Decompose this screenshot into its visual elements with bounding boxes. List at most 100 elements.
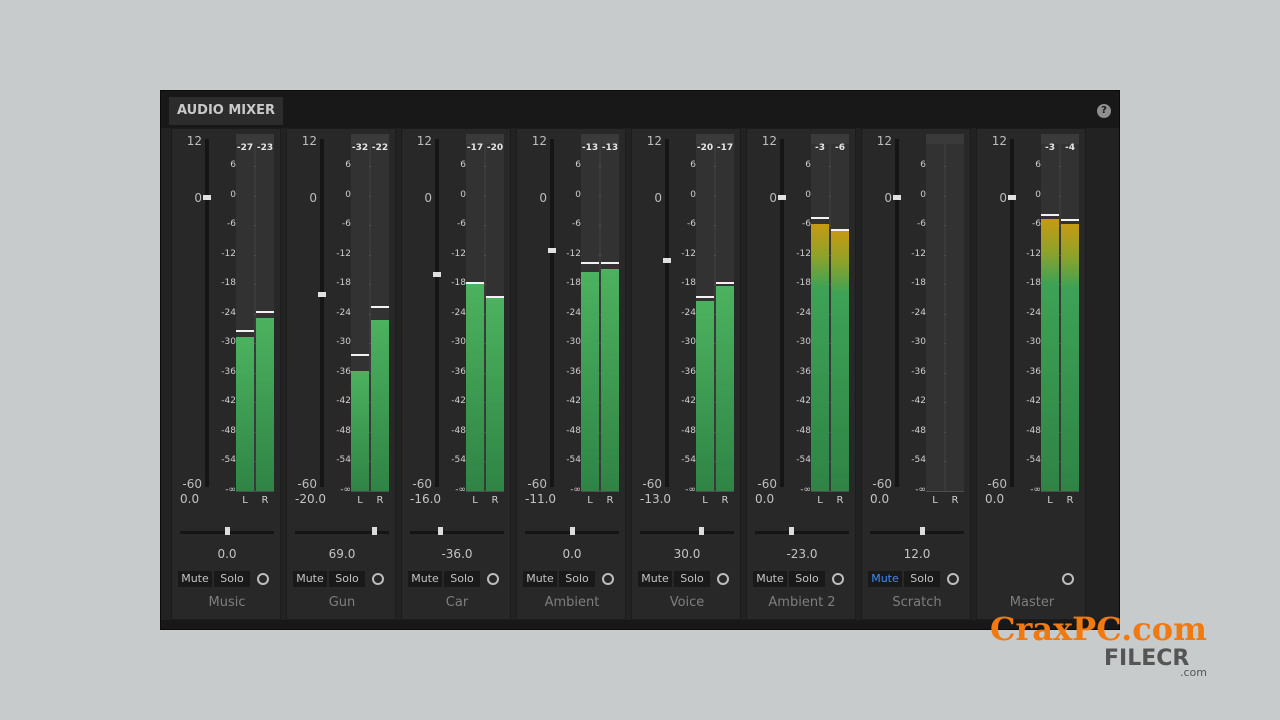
pan-slider-track[interactable] bbox=[410, 531, 504, 534]
pan-slider-handle[interactable] bbox=[371, 527, 377, 535]
volume-fader-handle[interactable] bbox=[318, 291, 326, 297]
pan-value[interactable]: 0.0 bbox=[562, 547, 582, 561]
meter-gridline bbox=[1041, 284, 1079, 285]
peak-readout-l[interactable]: -20 bbox=[696, 143, 714, 153]
channel-label-r: R bbox=[491, 495, 499, 506]
peak-readout-r[interactable]: -22 bbox=[371, 143, 389, 153]
record-arm-icon[interactable] bbox=[602, 573, 614, 585]
volume-fader-track[interactable] bbox=[665, 139, 669, 487]
meter-peak-marker bbox=[256, 310, 274, 313]
meter-tick-label: -30 bbox=[221, 337, 236, 347]
watermark-text: CraxPC.com bbox=[990, 610, 1207, 648]
peak-readout-r[interactable]: -23 bbox=[256, 143, 274, 153]
solo-button[interactable]: Solo bbox=[674, 571, 710, 587]
peak-readout-r[interactable]: -17 bbox=[716, 143, 734, 153]
mute-button[interactable]: Mute bbox=[408, 571, 442, 587]
volume-fader-handle[interactable] bbox=[548, 248, 556, 254]
pan-slider-handle[interactable] bbox=[920, 527, 926, 535]
meter-tick-label: -6 bbox=[687, 219, 696, 229]
pan-value[interactable]: 30.0 bbox=[673, 547, 701, 561]
volume-value[interactable]: 0.0 bbox=[755, 492, 775, 506]
record-arm-icon[interactable] bbox=[487, 573, 499, 585]
mute-button[interactable]: Mute bbox=[753, 571, 787, 587]
volume-fader-handle[interactable] bbox=[778, 195, 786, 200]
pan-slider-handle[interactable] bbox=[224, 527, 230, 535]
meter-level-fill bbox=[256, 317, 274, 491]
record-arm-icon[interactable] bbox=[372, 573, 384, 585]
volume-fader-handle[interactable] bbox=[1008, 195, 1016, 200]
help-icon[interactable]: ? bbox=[1097, 104, 1111, 118]
pan-slider-handle[interactable] bbox=[698, 527, 704, 535]
volume-fader-handle[interactable] bbox=[203, 195, 211, 200]
peak-readout-l[interactable]: -3 bbox=[1045, 143, 1055, 153]
pan-value[interactable]: -23.0 bbox=[786, 547, 818, 561]
solo-button[interactable]: Solo bbox=[329, 571, 365, 587]
volume-fader-track[interactable] bbox=[320, 139, 324, 487]
peak-readout-r[interactable]: -6 bbox=[835, 143, 845, 153]
volume-fader-track[interactable] bbox=[435, 139, 439, 487]
watermark-text: FILECR bbox=[1104, 646, 1190, 671]
solo-button[interactable]: Solo bbox=[444, 571, 480, 587]
volume-scale-label: 12 bbox=[301, 134, 317, 148]
peak-readout-r[interactable]: -13 bbox=[601, 143, 619, 153]
record-arm-icon[interactable] bbox=[832, 573, 844, 585]
mute-button[interactable]: Mute bbox=[178, 571, 212, 587]
volume-value[interactable]: 0.0 bbox=[870, 492, 890, 506]
solo-button[interactable]: Solo bbox=[559, 571, 595, 587]
peak-readout-l[interactable]: -17 bbox=[466, 143, 484, 153]
meter-tick-label: -54 bbox=[566, 455, 581, 465]
peak-readout-r[interactable]: -20 bbox=[486, 143, 504, 153]
peak-readout-l[interactable]: -3 bbox=[815, 143, 825, 153]
meter-tick-label: -24 bbox=[566, 307, 581, 318]
peak-readout-l[interactable]: -32 bbox=[351, 143, 369, 153]
volume-fader-track[interactable] bbox=[205, 139, 209, 487]
solo-button[interactable]: Solo bbox=[904, 571, 940, 587]
volume-value[interactable]: 0.0 bbox=[985, 492, 1005, 506]
peak-readout-l[interactable]: -27 bbox=[236, 143, 254, 153]
volume-value[interactable]: -13.0 bbox=[640, 492, 672, 506]
pan-value[interactable]: -36.0 bbox=[441, 547, 473, 561]
record-arm-icon[interactable] bbox=[947, 573, 959, 585]
pan-slider-track[interactable] bbox=[295, 531, 389, 534]
volume-fader-handle[interactable] bbox=[663, 257, 671, 263]
meter-gridline bbox=[351, 166, 389, 167]
record-arm-icon[interactable] bbox=[1062, 573, 1074, 585]
solo-button[interactable]: Solo bbox=[214, 571, 250, 587]
volume-fader-handle[interactable] bbox=[433, 272, 441, 278]
pan-slider-handle[interactable] bbox=[569, 527, 575, 535]
mute-button[interactable]: Mute bbox=[523, 571, 557, 587]
volume-value[interactable]: -16.0 bbox=[410, 492, 442, 506]
pan-slider-track[interactable] bbox=[755, 531, 849, 534]
volume-value[interactable]: -11.0 bbox=[525, 492, 557, 506]
meter-gridline bbox=[581, 313, 619, 315]
meter-tick-label: -∞ bbox=[340, 484, 351, 495]
pan-slider-track[interactable] bbox=[870, 531, 964, 534]
channel-label-l: L bbox=[357, 495, 363, 506]
volume-value[interactable]: 0.0 bbox=[180, 492, 200, 506]
mute-button[interactable]: Mute bbox=[638, 571, 672, 587]
pan-slider-handle[interactable] bbox=[788, 527, 794, 535]
tab-audio-mixer[interactable]: AUDIO MIXER bbox=[169, 97, 283, 125]
meter-channel-l bbox=[236, 144, 254, 491]
peak-readout-r[interactable]: -4 bbox=[1065, 143, 1075, 153]
pan-value[interactable]: 12.0 bbox=[903, 547, 931, 561]
meter-gridline bbox=[236, 166, 274, 167]
volume-value[interactable]: -20.0 bbox=[295, 492, 327, 506]
record-arm-icon[interactable] bbox=[257, 573, 269, 585]
pan-slider-track[interactable] bbox=[640, 531, 734, 534]
mute-button[interactable]: Mute bbox=[293, 571, 327, 587]
pan-value[interactable]: 0.0 bbox=[217, 547, 237, 561]
volume-fader-handle[interactable] bbox=[893, 195, 901, 200]
volume-fader-track[interactable] bbox=[550, 139, 554, 487]
pan-slider-handle[interactable] bbox=[437, 527, 443, 535]
volume-fader-track[interactable] bbox=[780, 139, 784, 487]
volume-fader-track[interactable] bbox=[895, 139, 899, 487]
volume-fader-track[interactable] bbox=[1010, 139, 1014, 487]
pan-value[interactable]: 69.0 bbox=[328, 547, 356, 561]
mute-button[interactable]: Mute bbox=[868, 571, 902, 587]
meter-tick-label: -48 bbox=[221, 425, 236, 436]
peak-readout-l[interactable]: -13 bbox=[581, 143, 599, 153]
meter-scale: 6 0 -6 -12 -18 -24 -30 -36 -42 -48 -54 -∞ bbox=[791, 129, 811, 499]
solo-button[interactable]: Solo bbox=[789, 571, 825, 587]
record-arm-icon[interactable] bbox=[717, 573, 729, 585]
